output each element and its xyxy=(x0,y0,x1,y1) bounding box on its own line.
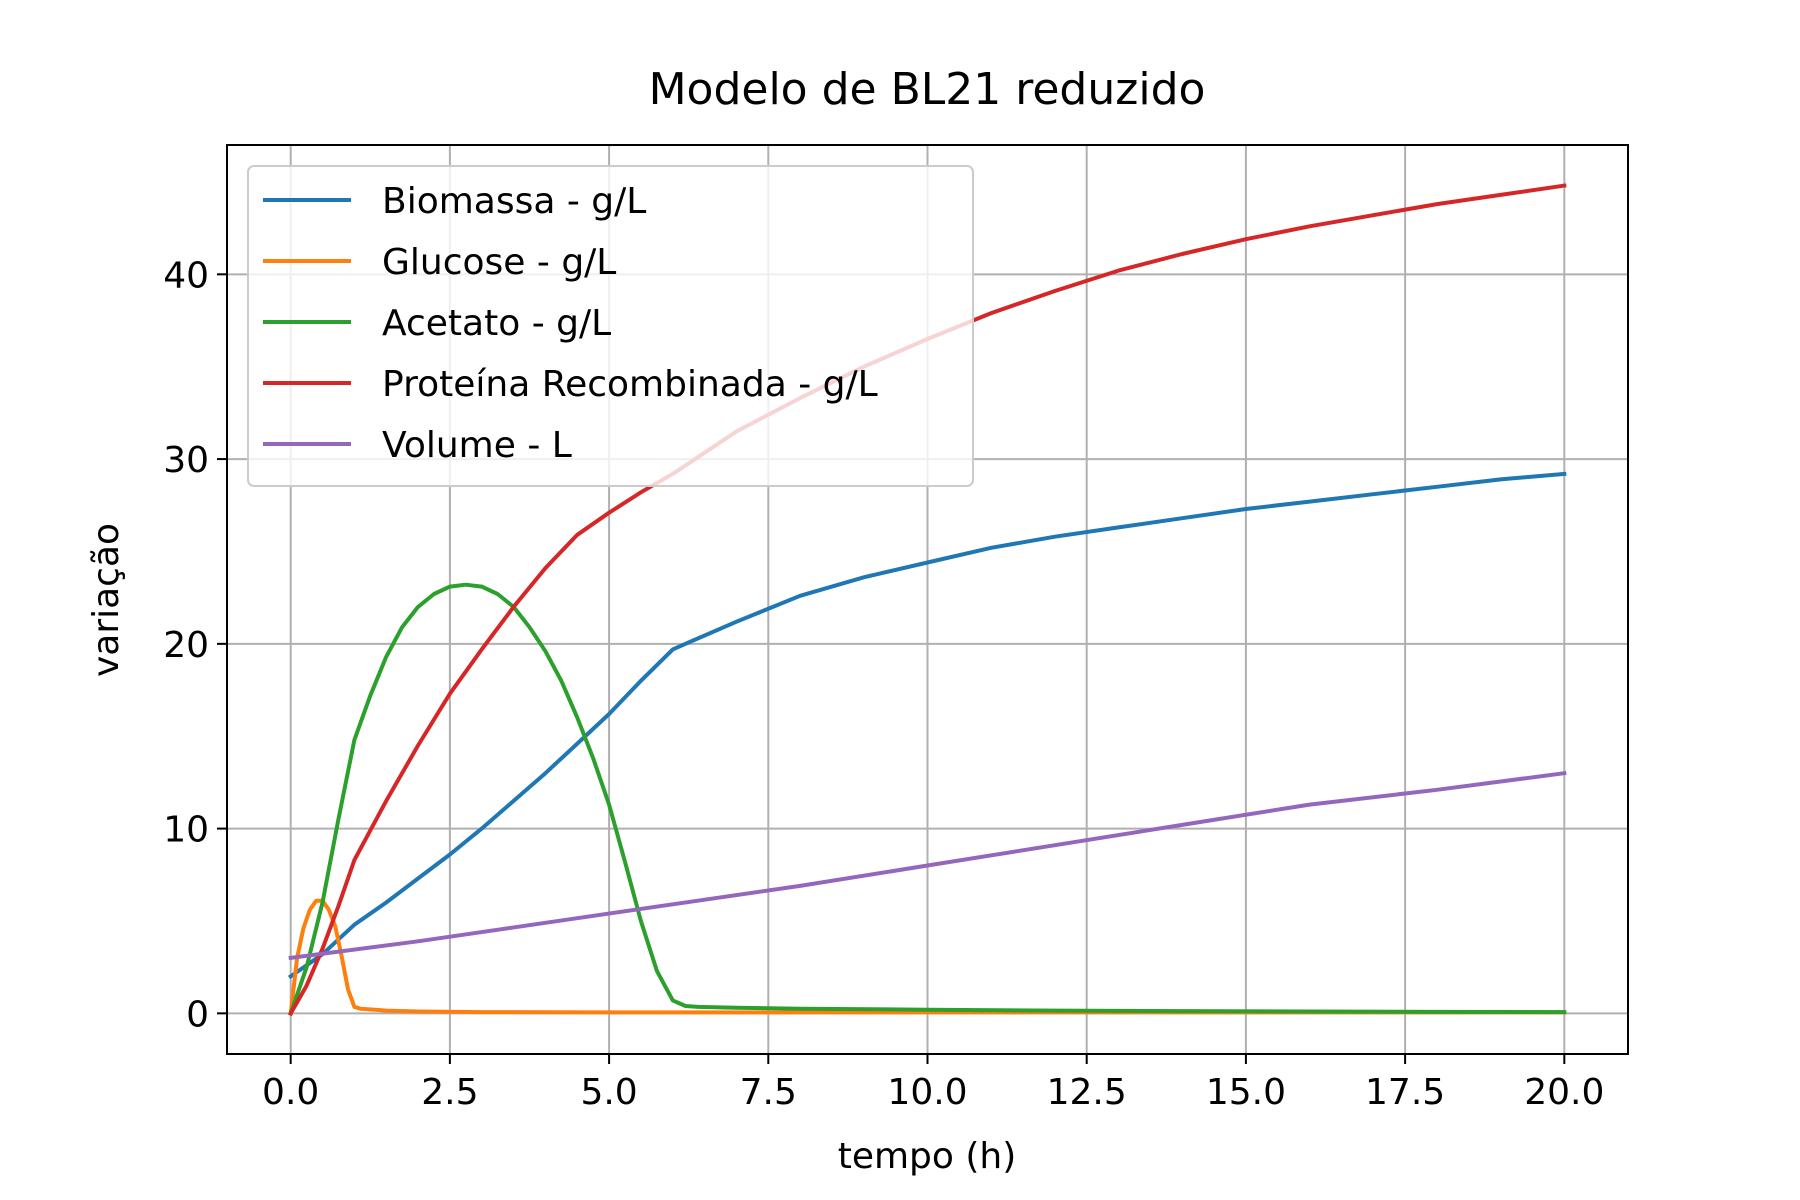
x-tick-label: 2.5 xyxy=(421,1072,478,1113)
y-axis-ticks: 0 10 20 30 40 xyxy=(163,255,227,1035)
y-tick-label: 20 xyxy=(163,625,209,666)
legend: Biomassa - g/L Glucose - g/L Acetato - g/L… xyxy=(248,166,973,486)
y-tick-label: 40 xyxy=(163,255,209,296)
chart-title: Modelo de BL21 reduzido xyxy=(649,64,1206,115)
y-tick-label: 30 xyxy=(163,440,209,481)
y-axis-label: variação xyxy=(86,523,127,677)
x-axis-ticks: 0.0 2.5 5.0 7.5 10.0 12.5 15.0 17.5 20.0 xyxy=(262,1054,1604,1113)
legend-label: Volume - L xyxy=(382,425,572,466)
x-tick-label: 5.0 xyxy=(580,1072,637,1113)
legend-label: Biomassa - g/L xyxy=(382,181,646,222)
y-tick-label: 0 xyxy=(186,994,209,1035)
legend-label: Acetato - g/L xyxy=(382,303,611,344)
x-tick-label: 17.5 xyxy=(1365,1072,1445,1113)
x-tick-label: 15.0 xyxy=(1206,1072,1286,1113)
x-tick-label: 20.0 xyxy=(1524,1072,1604,1113)
x-axis-label: tempo (h) xyxy=(838,1136,1017,1177)
x-tick-label: 12.5 xyxy=(1047,1072,1127,1113)
x-tick-label: 7.5 xyxy=(740,1072,797,1113)
x-tick-label: 10.0 xyxy=(887,1072,967,1113)
y-tick-label: 10 xyxy=(163,810,209,851)
legend-label: Proteína Recombinada - g/L xyxy=(382,364,878,405)
x-tick-label: 0.0 xyxy=(262,1072,319,1113)
legend-label: Glucose - g/L xyxy=(382,242,616,283)
